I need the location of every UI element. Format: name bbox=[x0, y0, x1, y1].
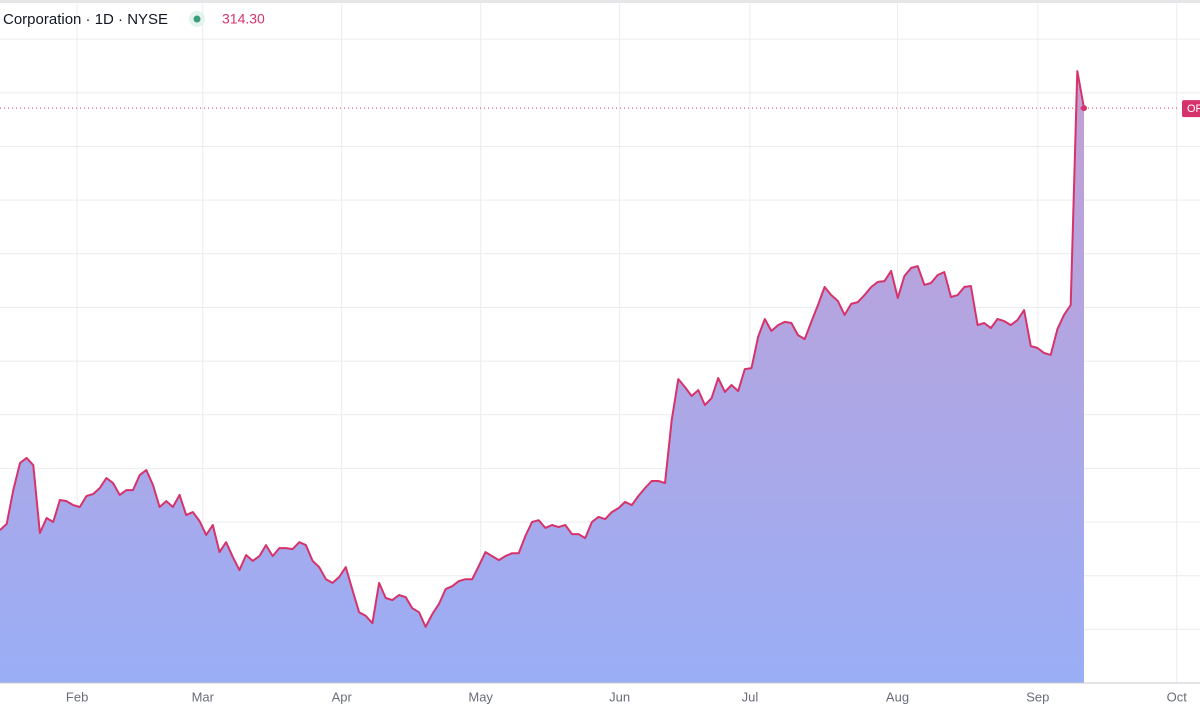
price-badge bbox=[1182, 100, 1200, 118]
x-tick-label: Apr bbox=[332, 689, 353, 704]
x-tick-label: Oct bbox=[1167, 689, 1188, 704]
status-dot bbox=[193, 15, 201, 23]
x-tick-label: Aug bbox=[886, 689, 909, 704]
x-tick-label: Mar bbox=[192, 689, 215, 704]
price-line-series bbox=[0, 70, 1085, 628]
last-point bbox=[1081, 105, 1087, 112]
top-border bbox=[0, 0, 1200, 3]
symbol-title: Corporation · 1D · NYSE bbox=[3, 11, 168, 28]
x-tick-label: Feb bbox=[66, 689, 88, 704]
last-price: 314.30 bbox=[222, 11, 265, 27]
price-badge-text: OF bbox=[1187, 103, 1200, 115]
area-fill bbox=[0, 71, 1084, 684]
x-tick-label: Jul bbox=[742, 689, 759, 704]
x-tick-label: Sep bbox=[1026, 689, 1049, 704]
x-tick-label: May bbox=[468, 689, 493, 704]
x-tick-label: Jun bbox=[609, 689, 630, 704]
